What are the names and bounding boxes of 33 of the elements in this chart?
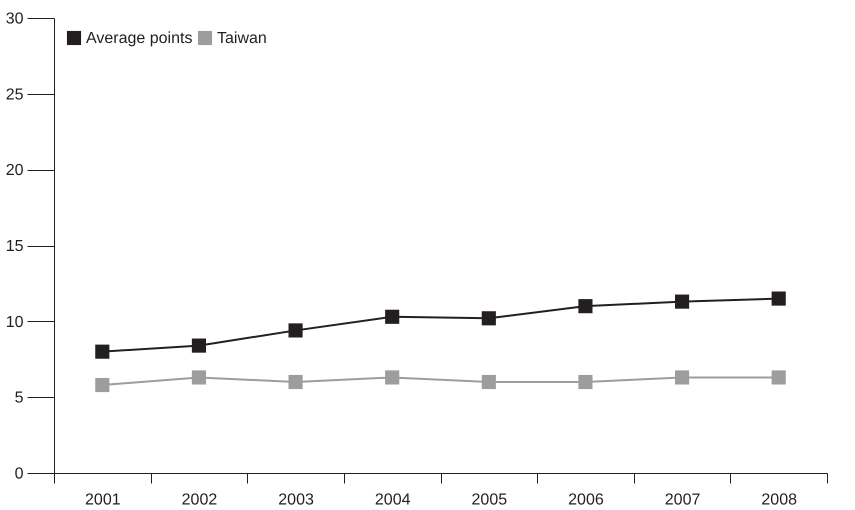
x-tick-label: 2004 <box>374 492 411 508</box>
legend-label: Average points <box>86 30 192 47</box>
legend-label: Taiwan <box>217 30 267 47</box>
y-tick-label: 15 <box>6 238 24 255</box>
y-tick-label: 25 <box>6 86 24 104</box>
point <box>288 374 303 390</box>
point <box>674 370 690 385</box>
point <box>385 310 400 324</box>
x-tick-label: 2005 <box>472 492 508 508</box>
point <box>288 323 303 338</box>
point <box>192 338 206 353</box>
point <box>772 292 786 306</box>
y-tick-label: 30 <box>6 10 24 28</box>
y-tick-label: 5 <box>14 390 24 407</box>
x-tick-label: 2002 <box>182 492 218 508</box>
point <box>482 374 496 390</box>
x-tick-label: 2007 <box>664 492 700 508</box>
y-tick-label: 20 <box>6 162 24 180</box>
point <box>385 370 400 385</box>
x-tick-label: 2006 <box>568 492 604 508</box>
x-tick-label: 2008 <box>761 492 798 508</box>
point <box>95 378 110 392</box>
point <box>578 299 593 314</box>
point <box>772 370 786 385</box>
point <box>192 370 206 385</box>
point <box>95 344 110 359</box>
point <box>674 294 690 309</box>
point <box>578 374 593 390</box>
x-tick-label: 2001 <box>85 492 121 508</box>
point <box>482 311 496 326</box>
y-tick-label: 0 <box>14 466 24 482</box>
y-tick-label: 10 <box>6 314 24 331</box>
x-tick-label: 2003 <box>278 492 314 508</box>
